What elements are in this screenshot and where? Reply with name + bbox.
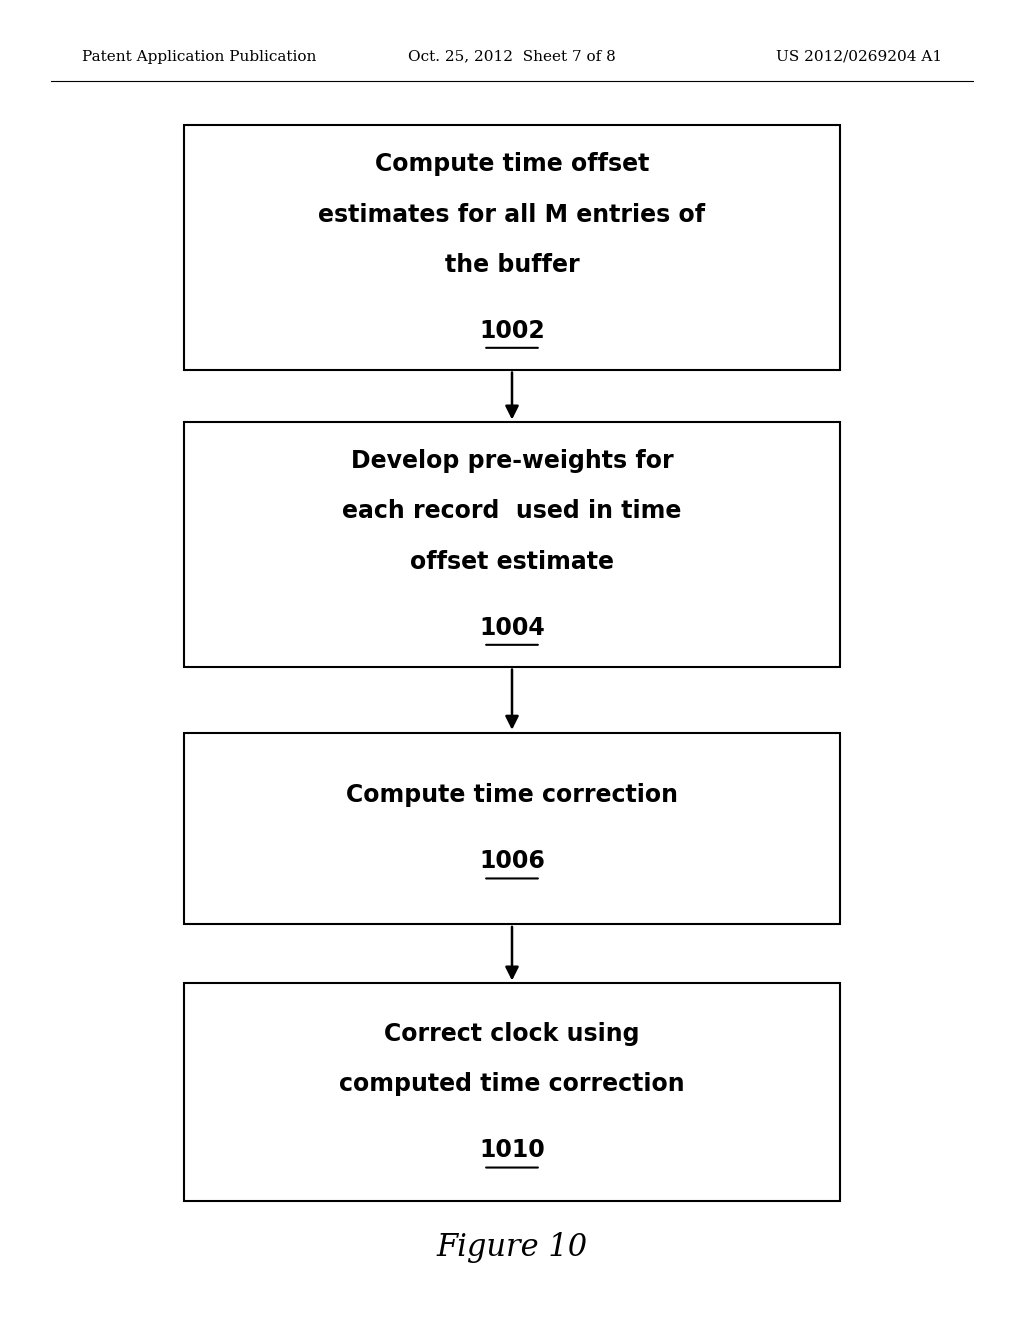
Text: 1002: 1002 bbox=[479, 318, 545, 343]
Text: Compute time offset: Compute time offset bbox=[375, 152, 649, 177]
Text: US 2012/0269204 A1: US 2012/0269204 A1 bbox=[776, 50, 942, 63]
Text: 1010: 1010 bbox=[479, 1138, 545, 1163]
Text: computed time correction: computed time correction bbox=[339, 1072, 685, 1097]
Text: Develop pre-weights for: Develop pre-weights for bbox=[350, 449, 674, 474]
Bar bbox=[184, 422, 840, 667]
Text: estimates for all M entries of: estimates for all M entries of bbox=[318, 202, 706, 227]
Text: Oct. 25, 2012  Sheet 7 of 8: Oct. 25, 2012 Sheet 7 of 8 bbox=[409, 50, 615, 63]
Text: Patent Application Publication: Patent Application Publication bbox=[82, 50, 316, 63]
Text: Correct clock using: Correct clock using bbox=[384, 1022, 640, 1047]
Bar bbox=[184, 733, 840, 924]
Bar bbox=[184, 125, 840, 370]
Text: 1006: 1006 bbox=[479, 849, 545, 874]
Text: offset estimate: offset estimate bbox=[410, 549, 614, 574]
Text: 1004: 1004 bbox=[479, 615, 545, 640]
Text: the buffer: the buffer bbox=[444, 252, 580, 277]
Bar bbox=[184, 983, 840, 1201]
Text: Compute time correction: Compute time correction bbox=[346, 783, 678, 808]
Text: each record  used in time: each record used in time bbox=[342, 499, 682, 524]
Text: Figure 10: Figure 10 bbox=[436, 1232, 588, 1263]
